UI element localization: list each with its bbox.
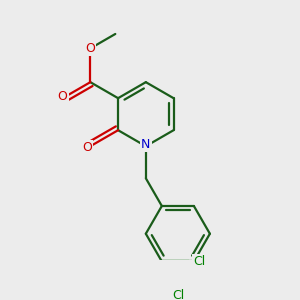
Text: N: N (141, 138, 151, 151)
Text: O: O (58, 90, 68, 103)
Text: Cl: Cl (193, 255, 206, 268)
Text: Cl: Cl (172, 289, 184, 300)
Text: O: O (85, 42, 95, 55)
Text: O: O (82, 141, 92, 154)
